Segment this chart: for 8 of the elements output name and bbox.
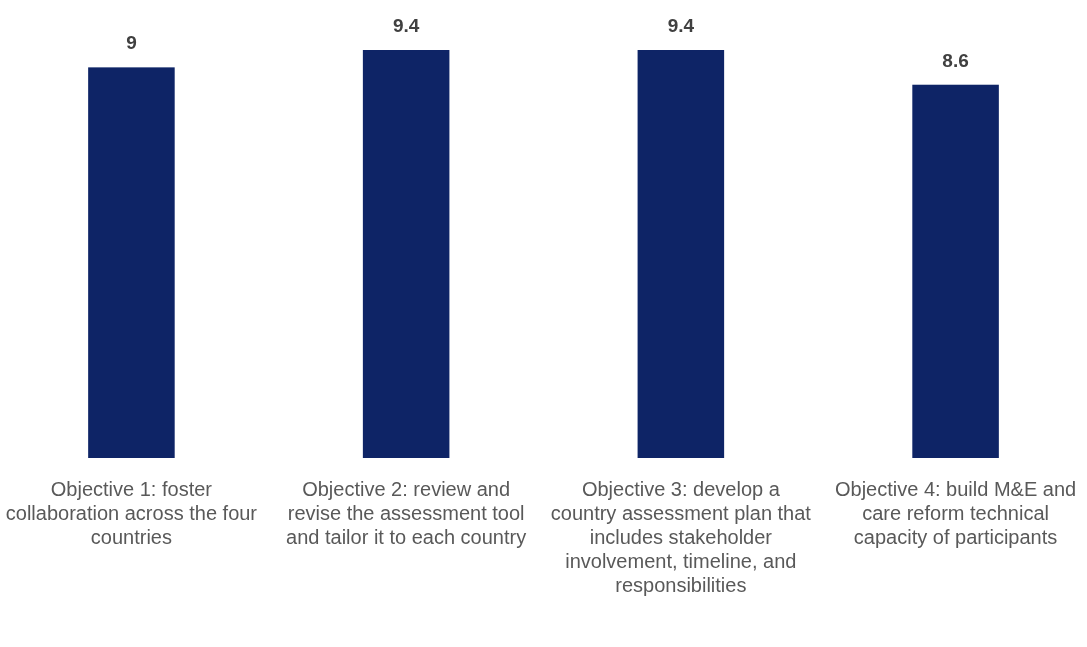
x-tick-label: Objective 1: foster collaboration across the four countries: [5, 478, 258, 548]
x-tick-label: Objective 3: develop a country assessment plan that includes stakeholder involvement, timeline, and responsibilities: [550, 478, 812, 596]
data-label: 9.4: [392, 15, 420, 36]
x-tick-label: Objective 4: build M&E and care reform technical capacity of participants: [834, 478, 1077, 548]
data-label: 9: [126, 32, 137, 54]
data-label: 8.6: [942, 49, 969, 71]
data-label: 9.4: [667, 15, 695, 36]
x-tick-label: Objective 2: review and revise the assessment tool and tailor it to each country: [286, 478, 527, 548]
